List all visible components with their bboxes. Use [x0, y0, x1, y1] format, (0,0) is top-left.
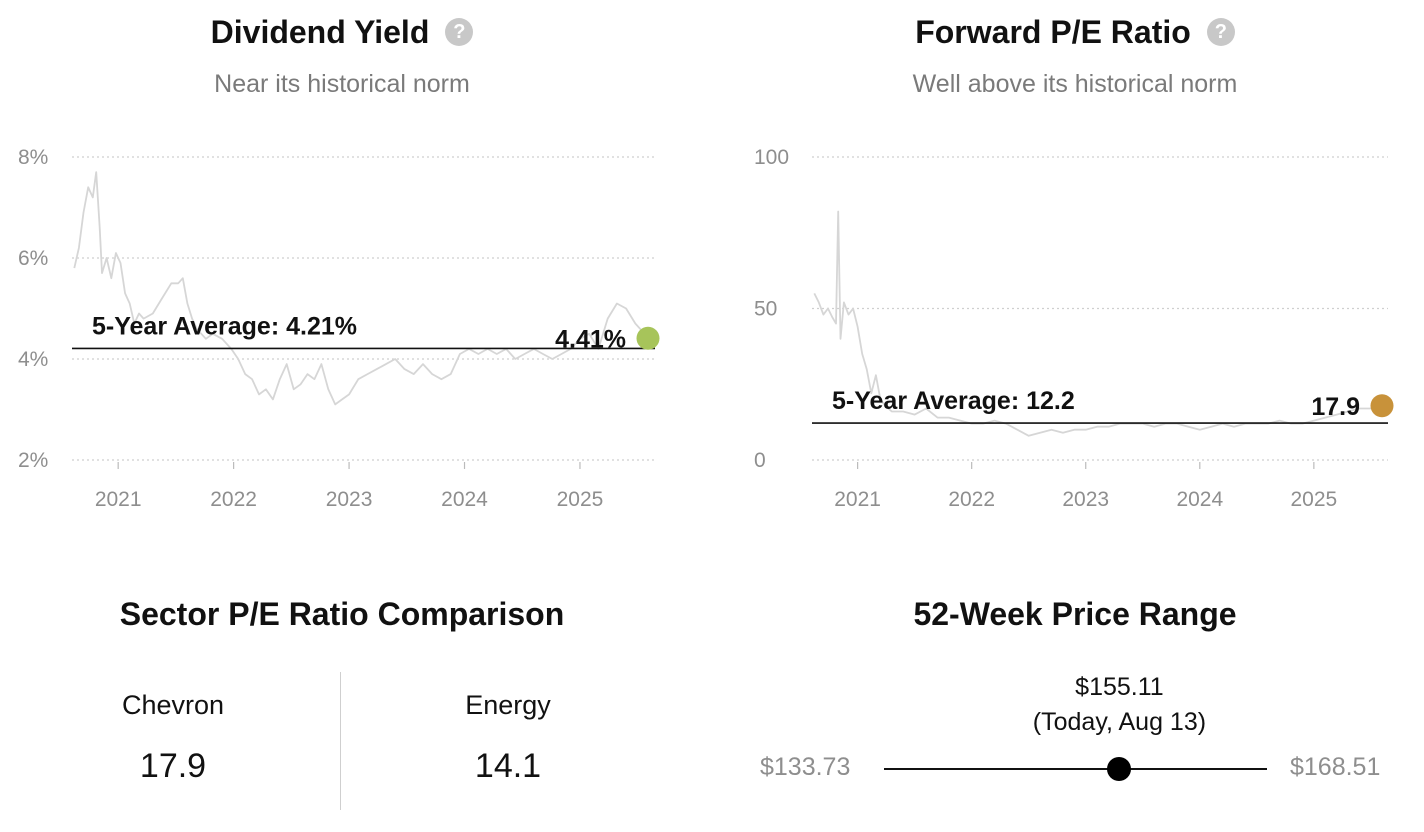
range-marker	[1107, 757, 1132, 781]
dividend-yield-title: Dividend Yield?	[0, 14, 684, 51]
y-tick-label: 8%	[18, 146, 48, 169]
sector-item-value: 17.9	[139, 747, 207, 785]
average-label: 5-Year Average: 4.21%	[92, 312, 357, 340]
current-value-label: 4.41%	[555, 325, 626, 353]
current-value-label: 17.9	[1311, 393, 1360, 421]
average-label: 5-Year Average: 12.2	[832, 387, 1075, 415]
x-tick-label: 2024	[441, 488, 488, 511]
current-price: $155.11 (Today, Aug 13)	[919, 673, 1319, 737]
question-circle-icon[interactable]: ?	[445, 18, 474, 46]
series-line	[73, 171, 652, 406]
forward-pe-subtitle: Well above its historical norm	[912, 70, 1238, 98]
forward-pe-title: Forward P/E Ratio?	[730, 14, 1420, 51]
y-tick-label: 2%	[18, 449, 48, 472]
range-track	[884, 768, 1267, 770]
forward-pe-chart: 0 50 100 2021 2022 2023 2024 2025 5-Year Average…	[754, 146, 1394, 511]
y-tick-label: 100	[754, 146, 789, 169]
x-tick-label: 2021	[834, 488, 881, 511]
x-tick-label: 2024	[1176, 488, 1223, 511]
sector-item-name: Energy	[465, 690, 551, 720]
sector-item-name: Chevron	[121, 690, 225, 720]
dividend-yield-title-text: Dividend Yield	[210, 14, 430, 50]
sector-pe-title: Sector P/E Ratio Comparison	[119, 596, 565, 632]
current-price-value: $155.11	[1075, 673, 1164, 701]
x-tick-label: 2022	[948, 488, 995, 511]
dividend-yield-subtitle: Near its historical norm	[214, 70, 470, 98]
sector-item-value: 14.1	[474, 747, 542, 785]
forward-pe-title-text: Forward P/E Ratio	[915, 14, 1191, 50]
question-circle-icon[interactable]: ?	[1206, 18, 1235, 46]
y-tick-label: 50	[754, 298, 777, 321]
x-tick-label: 2025	[1291, 488, 1338, 511]
price-range-title: 52-Week Price Range	[913, 596, 1237, 632]
x-tick-label: 2021	[95, 488, 142, 511]
y-tick-label: 6%	[18, 247, 48, 270]
dividend-yield-chart: 2% 4% 6% 8% 2021 2022 2023 2024 2025 5-Year Avera…	[18, 146, 660, 511]
sector-item-energy: Energy 14.1	[383, 690, 633, 786]
range-high: $168.51	[1290, 753, 1381, 781]
x-tick-label: 2023	[1062, 488, 1109, 511]
x-tick-label: 2023	[326, 488, 373, 511]
current-value-dot[interactable]	[1370, 394, 1394, 418]
current-value-dot[interactable]	[636, 326, 660, 350]
y-tick-label: 0	[754, 449, 766, 472]
sector-item-chevron: Chevron 17.9	[48, 690, 298, 786]
y-tick-label: 4%	[18, 348, 48, 371]
x-tick-label: 2022	[210, 488, 257, 511]
sector-divider	[340, 672, 341, 810]
current-price-note: (Today, Aug 13)	[1032, 708, 1207, 736]
x-tick-label: 2025	[557, 488, 604, 511]
range-low: $133.73	[760, 753, 851, 781]
